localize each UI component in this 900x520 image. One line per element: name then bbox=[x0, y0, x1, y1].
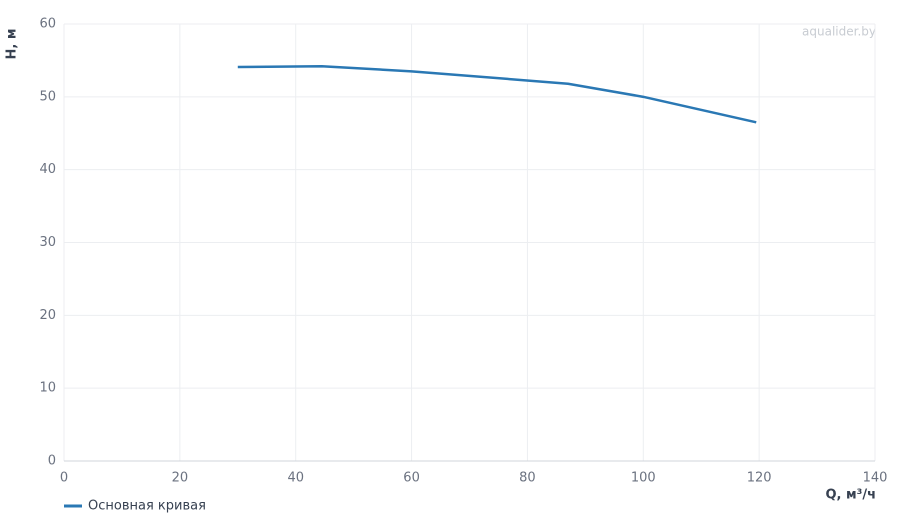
y-axis-title: H, м bbox=[5, 29, 20, 60]
line-series bbox=[237, 64, 757, 124]
x-axis-title: Q, м³/ч bbox=[825, 488, 876, 503]
x-tick-label: 40 bbox=[287, 471, 304, 486]
y-tick-label: 50 bbox=[39, 89, 56, 104]
watermark: aqualider.by bbox=[802, 25, 876, 39]
x-tick-label: 120 bbox=[747, 471, 772, 486]
x-tick-label: 80 bbox=[519, 471, 536, 486]
legend-label: Основная кривая bbox=[88, 499, 206, 514]
x-tick-label: 20 bbox=[172, 471, 189, 486]
y-tick-label: 40 bbox=[39, 162, 56, 177]
x-tick-label: 0 bbox=[60, 471, 68, 486]
y-tick-label: 30 bbox=[39, 235, 56, 250]
y-tick-label: 0 bbox=[48, 454, 56, 469]
x-tick-label: 100 bbox=[631, 471, 656, 486]
y-tick-label: 10 bbox=[39, 381, 56, 396]
y-tick-label: 60 bbox=[39, 17, 56, 32]
x-tick-label: 140 bbox=[863, 471, 888, 486]
x-tick-label: 60 bbox=[403, 471, 420, 486]
y-tick-label: 20 bbox=[39, 308, 56, 323]
